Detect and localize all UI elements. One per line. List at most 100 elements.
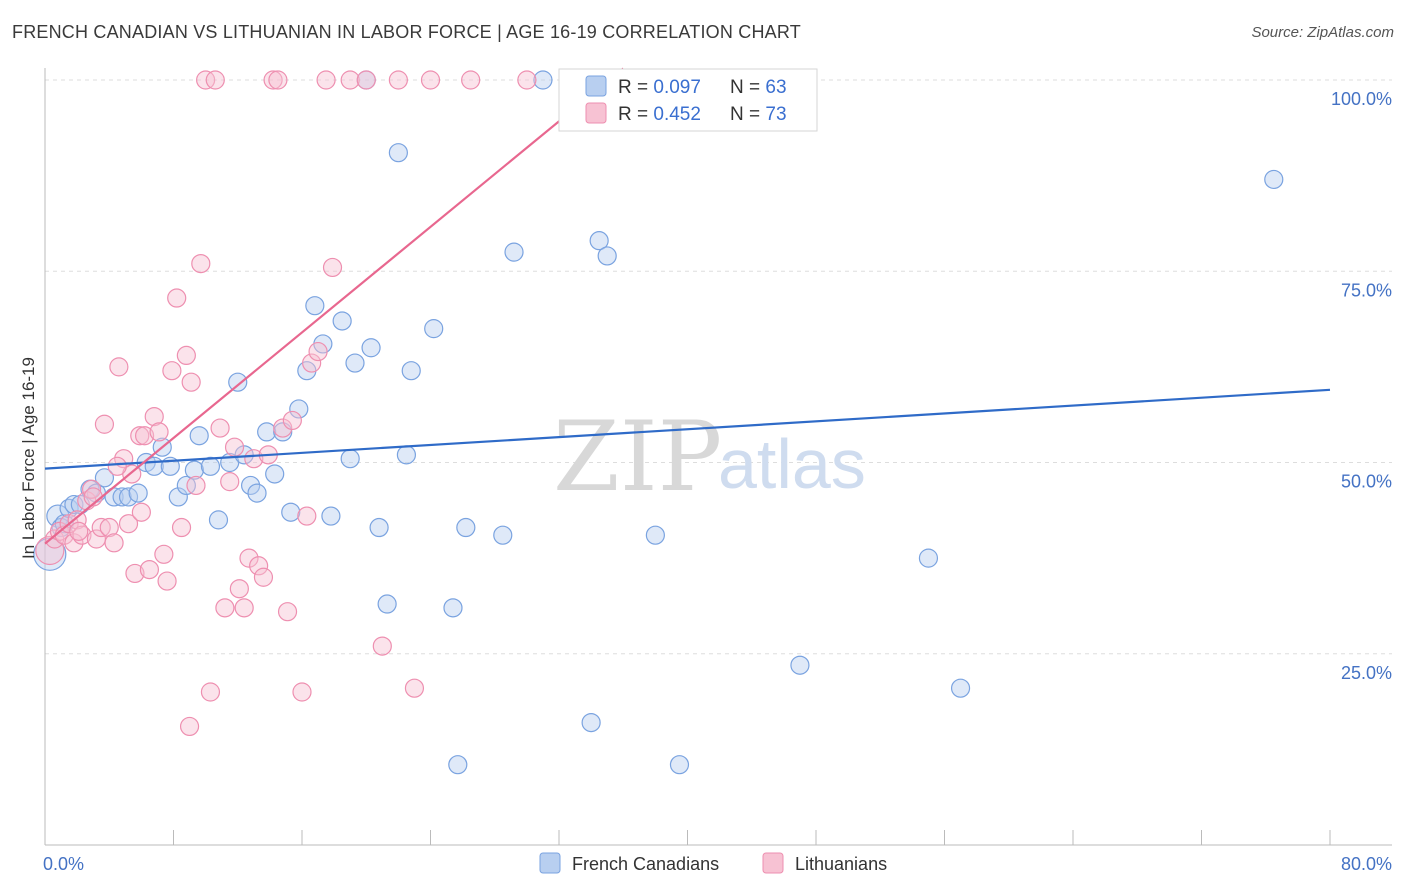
point-french-canadian-9	[94, 468, 115, 488]
point-lithuanian-46	[253, 567, 274, 587]
legend-swatch-blue	[585, 75, 607, 97]
point-french-canadian-18	[168, 487, 188, 507]
point-lithuanian-22	[139, 559, 160, 580]
point-lithuanian-12	[94, 414, 115, 434]
point-french-canadian-5	[64, 494, 84, 515]
x-tick-label-1: 80.0%	[1341, 854, 1392, 874]
bottom-legend-french-canadians: French Canadians	[572, 854, 719, 874]
source-label: Source: ZipAtlas.com	[1251, 24, 1394, 41]
point-lithuanian-0	[35, 535, 65, 566]
point-lithuanian-71	[69, 521, 89, 541]
watermark: ZIP atlas	[553, 401, 866, 513]
point-lithuanian-15	[109, 357, 129, 377]
point-lithuanian-44	[244, 449, 264, 469]
point-lithuanian-61	[372, 636, 392, 656]
y-axis-title: In Labor Force | Age 16-19	[19, 357, 38, 559]
chart-title: FRENCH CANADIAN VS LITHUANIAN IN LABOR F…	[12, 22, 801, 42]
point-lithuanian-56	[308, 341, 328, 362]
point-french-canadian-35	[305, 296, 325, 316]
watermark-zip: ZIP	[553, 401, 722, 513]
point-french-canadian-28	[247, 483, 267, 503]
point-lithuanian-42	[234, 598, 254, 618]
point-lithuanian-40	[224, 437, 245, 457]
point-french-canadian-55	[581, 712, 601, 733]
point-french-canadian-59	[669, 755, 690, 775]
point-lithuanian-41	[229, 579, 249, 599]
point-french-canadian-63	[1264, 169, 1284, 190]
grid-lines	[45, 79, 1392, 655]
point-lithuanian-29	[171, 517, 192, 538]
point-lithuanian-43	[239, 548, 259, 568]
point-french-canadian-52	[493, 525, 513, 545]
legend-n-row2: N = 73	[730, 104, 787, 125]
point-lithuanian-39	[220, 472, 240, 492]
point-french-canadian-39	[340, 449, 360, 469]
point-lithuanian-33	[191, 254, 211, 274]
point-french-canadian-12	[118, 487, 139, 507]
point-lithuanian-50	[273, 418, 293, 438]
y-tick-label-3: 25.0%	[1341, 663, 1392, 683]
point-lithuanian-59	[340, 70, 360, 90]
point-lithuanian-32	[186, 475, 206, 496]
point-french-canadian-57	[597, 246, 617, 266]
point-french-canadian-47	[401, 361, 421, 381]
point-lithuanian-26	[157, 571, 177, 591]
point-french-canadian-62	[950, 678, 971, 698]
point-lithuanian-45	[249, 556, 269, 576]
point-french-canadian-30	[265, 464, 285, 484]
point-french-canadian-54	[533, 70, 553, 90]
series-legend: French Canadians Lithuanians	[539, 852, 887, 874]
point-french-canadian-40	[345, 353, 365, 373]
y-tick-label-1: 75.0%	[1341, 280, 1392, 300]
point-french-canadian-27	[241, 475, 261, 496]
point-lithuanian-23	[144, 407, 164, 427]
point-lithuanian-27	[162, 361, 182, 381]
point-french-canadian-56	[589, 231, 609, 251]
point-lithuanian-14	[104, 533, 124, 553]
point-lithuanian-52	[282, 410, 302, 431]
point-lithuanian-64	[420, 70, 441, 90]
point-lithuanian-5	[64, 533, 84, 553]
point-french-canadian-48	[424, 319, 444, 339]
point-french-canadian-19	[176, 475, 196, 496]
point-french-canadian-29	[257, 422, 277, 442]
point-lithuanian-31	[181, 372, 201, 392]
point-french-canadian-45	[388, 143, 408, 163]
point-french-canadian-58	[645, 525, 665, 545]
point-lithuanian-63	[404, 678, 425, 698]
point-french-canadian-13	[128, 483, 148, 503]
point-lithuanian-24	[149, 422, 169, 442]
point-french-canadian-61	[918, 548, 939, 568]
point-lithuanian-20	[130, 426, 150, 446]
legend-swatch-pink	[585, 102, 607, 124]
point-lithuanian-55	[302, 353, 322, 373]
point-lithuanian-60	[356, 70, 376, 90]
point-lithuanian-48	[263, 70, 283, 90]
point-lithuanian-37	[210, 418, 230, 438]
point-lithuanian-68	[179, 716, 200, 737]
point-lithuanian-17	[118, 514, 139, 534]
point-lithuanian-35	[200, 682, 221, 702]
point-french-canadian-43	[369, 517, 389, 538]
point-french-canadian-46	[396, 445, 417, 465]
x-tick-label-0: 0.0%	[43, 854, 84, 874]
point-lithuanian-21	[134, 426, 155, 446]
legend-r-row2: R = 0.452	[618, 104, 701, 125]
point-french-canadian-50	[448, 755, 468, 775]
bottom-legend-lithuanians: Lithuanians	[795, 854, 887, 874]
point-french-canadian-53	[504, 242, 524, 262]
axes	[44, 68, 1392, 846]
y-tick-label-2: 50.0%	[1341, 472, 1392, 492]
regression-line-lithuanians	[44, 67, 624, 545]
regression-line-french-canadians	[44, 388, 1331, 470]
point-lithuanian-62	[388, 70, 408, 90]
point-lithuanian-53	[292, 682, 312, 702]
point-lithuanian-34	[196, 70, 216, 90]
stats-legend: R = 0.097 N = 63 R = 0.452 N = 73	[558, 68, 818, 132]
y-tick-label-0: 100.0%	[1331, 89, 1392, 109]
point-lithuanian-51	[277, 602, 298, 622]
legend-r-row1: R = 0.097	[618, 77, 701, 98]
point-french-canadian-33	[289, 399, 309, 419]
point-lithuanian-19	[125, 563, 145, 584]
